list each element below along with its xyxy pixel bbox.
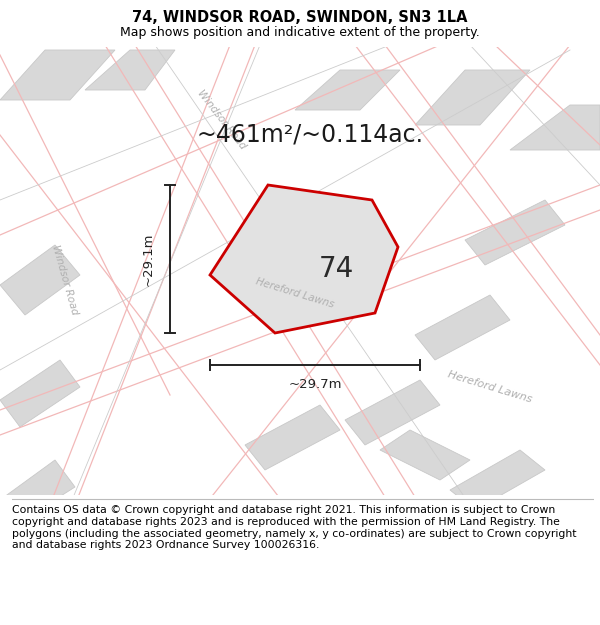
Text: Windsor Road: Windsor Road xyxy=(196,89,248,151)
Polygon shape xyxy=(0,460,75,525)
Polygon shape xyxy=(510,105,600,150)
Text: Map shows position and indicative extent of the property.: Map shows position and indicative extent… xyxy=(120,26,480,39)
Polygon shape xyxy=(0,245,80,315)
Text: ~29.1m: ~29.1m xyxy=(142,232,155,286)
Polygon shape xyxy=(0,50,115,100)
Text: Hereford Lawns: Hereford Lawns xyxy=(446,369,533,404)
Text: Contains OS data © Crown copyright and database right 2021. This information is : Contains OS data © Crown copyright and d… xyxy=(12,506,577,550)
Polygon shape xyxy=(245,405,340,470)
Polygon shape xyxy=(85,50,175,90)
Polygon shape xyxy=(210,185,398,333)
Polygon shape xyxy=(415,70,530,125)
Polygon shape xyxy=(415,295,510,360)
Text: 74, WINDSOR ROAD, SWINDON, SN3 1LA: 74, WINDSOR ROAD, SWINDON, SN3 1LA xyxy=(132,11,468,26)
Text: Windsor Road: Windsor Road xyxy=(50,244,80,316)
Text: 74: 74 xyxy=(319,255,354,283)
Polygon shape xyxy=(0,360,80,427)
Polygon shape xyxy=(295,70,400,110)
Text: Hereford Lawns: Hereford Lawns xyxy=(254,276,335,310)
Text: ~29.7m: ~29.7m xyxy=(288,379,342,391)
Polygon shape xyxy=(465,200,565,265)
Polygon shape xyxy=(450,450,545,510)
Text: ~461m²/~0.114ac.: ~461m²/~0.114ac. xyxy=(197,123,424,147)
Polygon shape xyxy=(345,380,440,445)
Polygon shape xyxy=(380,430,470,480)
